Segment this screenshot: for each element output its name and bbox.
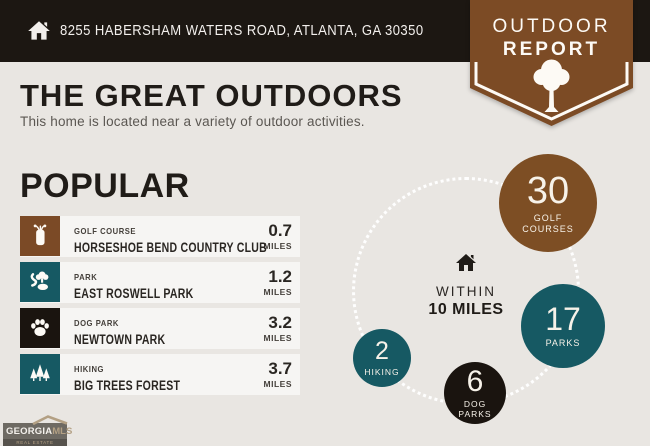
distance-unit: MILES [263, 241, 292, 251]
bubble-label: GOLF COURSES [522, 212, 574, 234]
place-category: DOG PARK [74, 318, 119, 328]
popular-places-list: GOLF COURSE HORSESHOE BEND COUNTRY CLUB … [20, 216, 300, 400]
place-category: GOLF COURSE [74, 226, 137, 236]
bubble-label: DOG PARKS [458, 398, 492, 419]
place-distance: 3.7 [268, 359, 292, 378]
distance-unit: MILES [263, 333, 292, 343]
tree-icon [533, 59, 570, 112]
property-address: 8255 HABERSHAM WATERS ROAD, ATLANTA, GA … [60, 23, 424, 39]
badge-title-line1: OUTDOOR [492, 16, 611, 37]
list-item-hiking: HIKING BIG TREES FOREST PRESERVE 3.7 MIL… [20, 354, 300, 395]
logo-tagline: REAL ESTATE SERVICES [3, 439, 67, 446]
bubble-label: PARKS [545, 338, 581, 349]
home-icon [456, 254, 476, 271]
golf-bag-icon [20, 216, 60, 256]
bubble-count: 6 [466, 364, 484, 398]
bubble-dog-parks: 6 DOG PARKS [444, 362, 506, 424]
bubble-count: 17 [545, 301, 581, 338]
place-distance: 1.2 [268, 267, 292, 286]
bubble-label: HIKING [364, 366, 400, 377]
place-name: BIG TREES FOREST PRESERVE [74, 378, 181, 395]
distance-unit: MILES [263, 379, 292, 389]
pine-trees-icon [20, 354, 60, 394]
place-name: EAST ROSWELL PARK [74, 286, 194, 301]
ten-miles-label: 10 MILES [428, 301, 504, 318]
home-icon [26, 18, 52, 44]
popular-heading: POPULAR [20, 167, 190, 205]
distance-unit: MILES [263, 287, 292, 297]
bubble-count: 2 [375, 336, 389, 365]
page-subtitle: This home is located near a variety of o… [20, 114, 365, 129]
outdoor-report-badge: OUTDOOR REPORT [470, 0, 633, 130]
list-item-park: PARK EAST ROSWELL PARK 1.2 MILES [20, 262, 300, 303]
within-label: WITHIN [436, 284, 496, 299]
place-distance: 0.7 [268, 221, 292, 240]
list-item-golf-course: GOLF COURSE HORSESHOE BEND COUNTRY CLUB … [20, 216, 300, 257]
bubble-hiking: 2 HIKING [353, 329, 411, 387]
park-tree-icon [20, 262, 60, 302]
paw-icon [20, 308, 60, 348]
place-category: PARK [74, 272, 98, 282]
logo-brand-primary: GEORGIA [6, 425, 53, 437]
bubble-count: 30 [526, 169, 570, 212]
list-item-dog-park: DOG PARK NEWTOWN PARK 3.2 MILES [20, 308, 300, 349]
bubble-golf-courses: 30 GOLF COURSES [499, 154, 597, 252]
place-category: HIKING [74, 364, 105, 374]
place-name: NEWTOWN PARK [74, 332, 166, 347]
place-name: HORSESHOE BEND COUNTRY CLUB [74, 240, 267, 255]
bubble-parks: 17 PARKS [521, 284, 605, 368]
roof-icon [32, 415, 68, 425]
radius-center-marker: WITHIN 10 MILES [416, 251, 516, 319]
badge-title-line2: REPORT [502, 39, 601, 60]
place-distance: 3.2 [268, 313, 292, 332]
banner-shape [470, 0, 633, 126]
logo-brand-secondary: MLS [52, 425, 73, 437]
page-title: THE GREAT OUTDOORS [20, 78, 403, 113]
